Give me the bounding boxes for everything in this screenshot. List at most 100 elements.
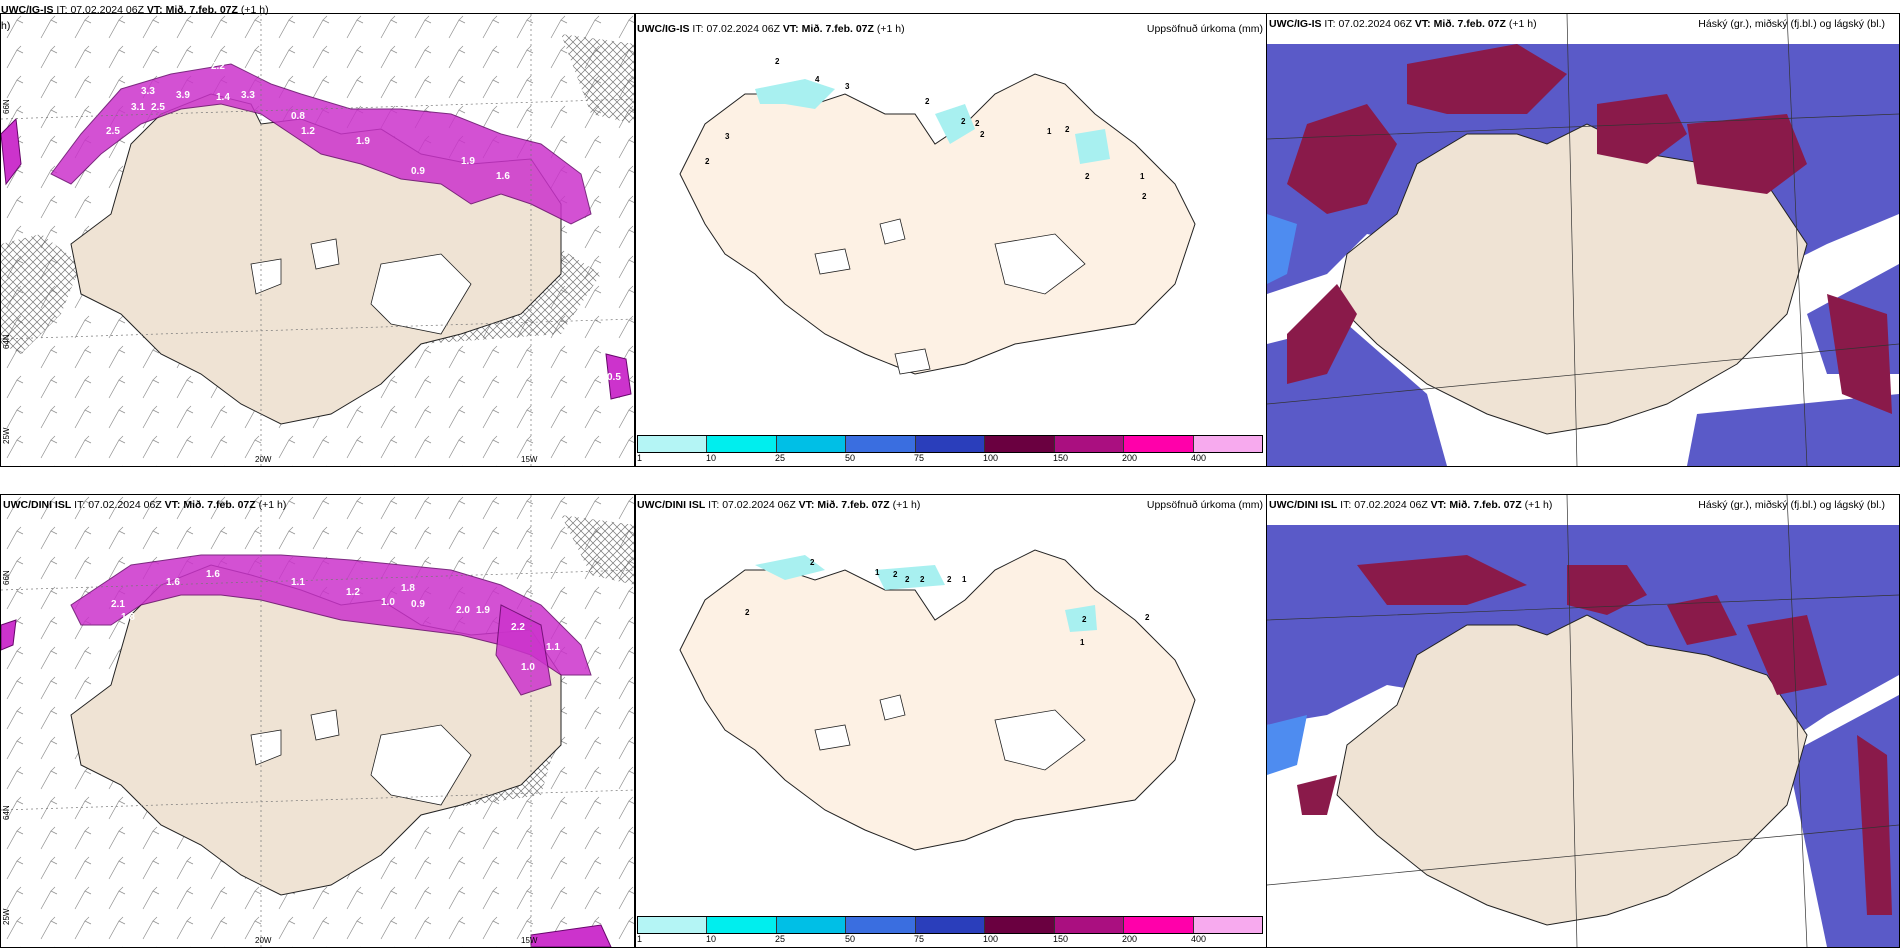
panel-title: UWC/IG-IS IT: 07.02.2024 06Z VT: Mið. 7.… xyxy=(1269,18,1537,30)
panel-field-title: Uppsöfnuð úrkoma (mm) xyxy=(1146,499,1263,511)
colorbar-label: 200 xyxy=(1122,453,1138,463)
accum-value: 2 xyxy=(1082,615,1087,624)
lon-label-20: 20W xyxy=(255,936,272,945)
accum-value: 2 xyxy=(810,558,815,567)
colorbar-swatch xyxy=(776,917,847,933)
panel-title: UWC/IG-IS IT: 07.02.2024 06Z VT: Mið. 7.… xyxy=(637,23,905,35)
colorbar xyxy=(637,435,1263,453)
panel-title: UWC/IG-IS IT: 07.02.2024 06Z VT: Mið. 7.… xyxy=(1,4,269,16)
iceland-land xyxy=(679,73,1196,375)
panel-bottom-center: UWC/DINI ISL IT: 07.02.2024 06Z VT: Mið.… xyxy=(634,494,1268,948)
accum-area xyxy=(1075,129,1110,164)
accum-value: 2 xyxy=(775,57,780,66)
accum-value: 1 xyxy=(1140,172,1145,181)
panel-title: UWC/DINI ISL IT: 07.02.2024 06Z VT: Mið.… xyxy=(1269,499,1553,511)
accum-value: 4 xyxy=(815,75,820,84)
panel-field-title: Uppsöfnuð úrkoma (mm) xyxy=(1146,23,1263,35)
accum-value: 2 xyxy=(975,119,980,128)
precip-value: 0.9 xyxy=(411,599,425,610)
colorbar-label: 25 xyxy=(775,453,786,463)
precip-band-north xyxy=(50,63,592,225)
precip-value: 2.2 xyxy=(211,61,225,72)
precip-accum-map-top: 2 4 3 3 2 2 2 2 2 1 2 2 1 2 xyxy=(679,57,1196,375)
accum-value: 1 xyxy=(962,575,967,584)
precip-value: 1.0 xyxy=(521,662,535,673)
cloud-high xyxy=(1747,615,1827,695)
accum-value: 1 xyxy=(875,568,880,577)
cloud-high xyxy=(1357,555,1527,605)
precip-value: 1.2 xyxy=(346,587,360,598)
colorbar-swatch xyxy=(707,917,777,933)
lon-label-25: 25W xyxy=(2,908,11,925)
colorbar-label: 1 xyxy=(637,453,643,463)
panel-top-center: UWC/IG-IS IT: 07.02.2024 06Z VT: Mið. 7.… xyxy=(634,13,1268,467)
colorbar-swatch xyxy=(707,436,777,452)
precip-value: 2.0 xyxy=(456,605,470,616)
lon-label-15: 15W xyxy=(521,936,538,945)
colorbar-swatch xyxy=(846,917,916,933)
colorbar-swatch xyxy=(1193,917,1262,933)
cloud-high xyxy=(1567,565,1647,615)
precip-value: 1.4 xyxy=(216,92,230,103)
cloud-mid xyxy=(1687,394,1899,466)
cloud-high xyxy=(1857,735,1892,915)
precip-value: 2.2 xyxy=(511,622,525,633)
colorbar-swatch xyxy=(915,917,986,933)
panel-title-wrap: h) xyxy=(1,20,11,32)
panel-bottom-right: UWC/DINI ISL IT: 07.02.2024 06Z VT: Mið.… xyxy=(1266,494,1900,948)
precip-value: 0.9 xyxy=(411,166,425,177)
precip-value: 1.2 xyxy=(301,126,315,137)
colorbar-swatch xyxy=(1124,436,1194,452)
cloud-low xyxy=(1267,715,1307,775)
cloud-high xyxy=(1667,595,1737,645)
colorbar-swatch xyxy=(776,436,847,452)
precip-accum-map-bottom: 2 2 1 2 2 2 2 1 1 2 2 xyxy=(679,549,1196,851)
panel-title: UWC/DINI ISL IT: 07.02.2024 06Z VT: Mið.… xyxy=(3,499,287,511)
panel-title: UWC/DINI ISL IT: 07.02.2024 06Z VT: Mið.… xyxy=(637,499,921,511)
colorbar-swatch xyxy=(985,436,1055,452)
colorbar-label: 50 xyxy=(845,453,856,463)
precip-value: 1.8 xyxy=(121,612,135,623)
cloud-low xyxy=(1267,214,1297,284)
accum-area xyxy=(755,79,835,109)
precip-value: 0.8 xyxy=(291,111,305,122)
panel-top-right: UWC/IG-IS IT: 07.02.2024 06Z VT: Mið. 7.… xyxy=(1266,13,1900,467)
colorbar-label: 100 xyxy=(983,934,999,944)
accum-value: 1 xyxy=(1047,127,1052,136)
colorbar-swatch xyxy=(638,436,708,452)
precip-value: 1.1 xyxy=(291,577,305,588)
cloud-high xyxy=(1597,94,1687,164)
cloud-high xyxy=(1287,104,1397,214)
accum-value: 2 xyxy=(920,575,925,584)
colorbar-swatch xyxy=(1054,917,1125,933)
accum-area xyxy=(1065,605,1097,632)
precip-value: 3.3 xyxy=(241,90,255,101)
colorbar-swatch xyxy=(1193,436,1262,452)
accum-value: 2 xyxy=(1085,172,1090,181)
lat-label-64: 64N xyxy=(2,805,11,820)
iceland-land xyxy=(679,549,1196,851)
colorbar-label: 200 xyxy=(1122,934,1138,944)
lon-label-20: 20W xyxy=(255,455,272,464)
panel-bottom-left: UWC/DINI ISL IT: 07.02.2024 06Z VT: Mið.… xyxy=(0,494,636,948)
precip-value: 1.0 xyxy=(381,597,395,608)
colorbar-swatch xyxy=(846,436,916,452)
accum-value: 2 xyxy=(1142,192,1147,201)
lon-label-25: 25W xyxy=(2,427,11,444)
accum-value: 2 xyxy=(925,97,930,106)
cloud-high xyxy=(1407,44,1567,114)
precip-value: 0.5 xyxy=(607,372,621,383)
precip-value: 2.5 xyxy=(151,102,165,113)
cloud-high xyxy=(1287,284,1357,384)
lon-label-15: 15W xyxy=(521,455,538,464)
wind-precip-map-top: 66N 64N 25W 20W 15W 2.2 3.3 3.1 2.5 3.9 … xyxy=(1,14,635,466)
accum-value: 2 xyxy=(705,157,710,166)
lat-label-66: 66N xyxy=(2,570,11,585)
colorbar xyxy=(637,916,1263,934)
colorbar-swatch xyxy=(915,436,986,452)
precip-value: 1.9 xyxy=(461,156,475,167)
cloud-map-bottom xyxy=(1267,495,1899,947)
colorbar-label: 1 xyxy=(637,934,643,944)
accum-area xyxy=(875,565,945,590)
colorbar-swatch xyxy=(1054,436,1125,452)
